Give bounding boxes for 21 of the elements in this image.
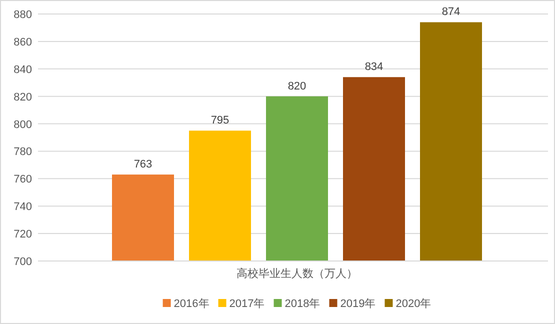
legend-label: 2018年 bbox=[284, 298, 320, 310]
data-label: 820 bbox=[288, 80, 306, 92]
x-tick-label: 高校毕业生人数（万人） bbox=[236, 267, 358, 280]
y-tick-label: 720 bbox=[14, 228, 32, 241]
legend-label: 2017年 bbox=[229, 298, 265, 310]
y-tick-label: 800 bbox=[14, 118, 32, 131]
data-label: 763 bbox=[134, 158, 152, 171]
y-tick-label: 740 bbox=[14, 201, 32, 214]
y-tick-label: 880 bbox=[14, 9, 32, 21]
legend-label: 2020年 bbox=[396, 298, 432, 310]
data-label: 874 bbox=[442, 6, 460, 18]
y-tick-label: 700 bbox=[14, 256, 32, 268]
y-tick-label: 860 bbox=[14, 36, 32, 48]
legend-label: 2019年 bbox=[340, 298, 376, 310]
y-tick-label: 840 bbox=[14, 64, 32, 76]
y-tick-label: 780 bbox=[14, 146, 32, 158]
data-label: 795 bbox=[210, 114, 230, 127]
y-tick-label: 760 bbox=[14, 174, 32, 186]
legend-label: 2016年 bbox=[174, 298, 210, 310]
y-tick-label: 820 bbox=[14, 91, 32, 104]
data-label: 834 bbox=[364, 61, 384, 74]
